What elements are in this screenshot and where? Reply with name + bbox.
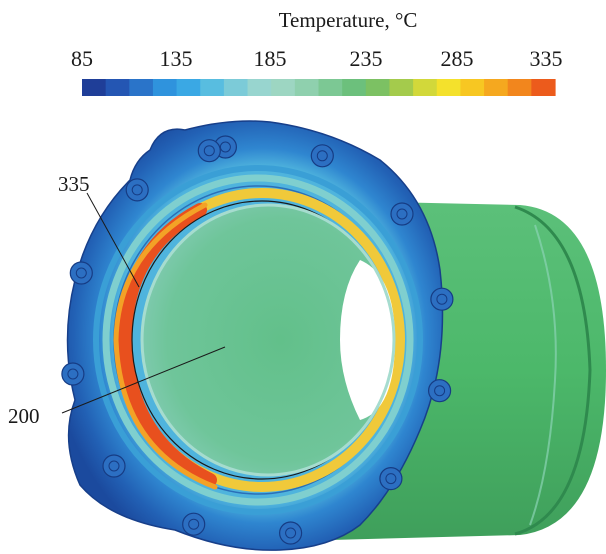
bolt-hole-inner [385, 473, 397, 485]
bolt-hole [279, 521, 303, 545]
bolt-hole-inner [203, 145, 215, 157]
bolt-hole-inner [396, 208, 408, 220]
bolt-hole-inner [131, 184, 143, 196]
bolt-hole-inner [67, 368, 79, 380]
bolt-hole-inner [316, 150, 328, 162]
seal-rings [93, 165, 423, 515]
colorbar-swatch [247, 79, 272, 96]
colorbar-tick-335: 335 [529, 46, 563, 71]
colorbar-swatch [342, 79, 367, 96]
colorbar-tick-235: 235 [349, 46, 383, 71]
colorbar-tick-85: 85 [71, 46, 93, 71]
bolt-hole [428, 379, 452, 403]
bolt-hole-inner [436, 293, 448, 305]
bolt-hole-inner [108, 460, 120, 472]
callout-lines [61, 192, 226, 414]
colorbar-swatch [294, 79, 320, 96]
colorbar-swatch [176, 79, 201, 96]
bolt-hole [182, 512, 206, 536]
bolt-hole-inner [188, 518, 200, 530]
colorbar-swatch [223, 79, 249, 96]
colorbar-swatch [389, 79, 414, 96]
bolt-hole [69, 261, 93, 285]
bolt-hole [390, 202, 414, 226]
bolt-hole-inner [285, 527, 297, 539]
colorbar-swatch [413, 79, 438, 96]
callout-line-200 [61, 346, 226, 414]
colorbar-tick-185: 185 [253, 46, 287, 71]
bolt-hole [102, 454, 126, 478]
colorbar-swatch [531, 79, 556, 96]
callout-line-335 [86, 192, 140, 288]
bore-surface [140, 203, 396, 477]
bolt-hole [125, 178, 149, 202]
colorbar-swatch [318, 79, 343, 96]
colorbar-swatch [365, 79, 391, 96]
bolt-hole [61, 362, 85, 386]
bolt-hole [310, 144, 334, 168]
colorbar-swatch [507, 79, 532, 96]
colorbar-swatch [152, 79, 178, 96]
colorbar-swatch [105, 79, 130, 96]
colorbar-tick-135: 135 [159, 46, 193, 71]
callout-label-200: 200 [8, 404, 40, 428]
colorbar-tick-285: 285 [440, 46, 474, 71]
colorbar-swatch [460, 79, 485, 96]
bolt-hole-inner [434, 385, 446, 397]
colorbar-swatch [271, 79, 296, 96]
colorbar [82, 79, 556, 96]
colorbar-title: Temperature, °C [278, 8, 418, 32]
bolt-holes [61, 135, 454, 545]
bolt-hole [430, 287, 454, 311]
colorbar-swatch [436, 79, 461, 96]
callout-label-335: 335 [58, 172, 90, 196]
bolt-hole [197, 139, 221, 163]
colorbar-swatch [82, 79, 107, 96]
bolt-hole-inner [75, 267, 87, 279]
hot-ring [113, 188, 405, 492]
colorbar-swatch [484, 79, 509, 96]
colorbar-swatch [200, 79, 225, 96]
colorbar-swatch [129, 79, 154, 96]
bolt-hole [379, 467, 403, 491]
bolt-hole-inner [219, 141, 231, 153]
